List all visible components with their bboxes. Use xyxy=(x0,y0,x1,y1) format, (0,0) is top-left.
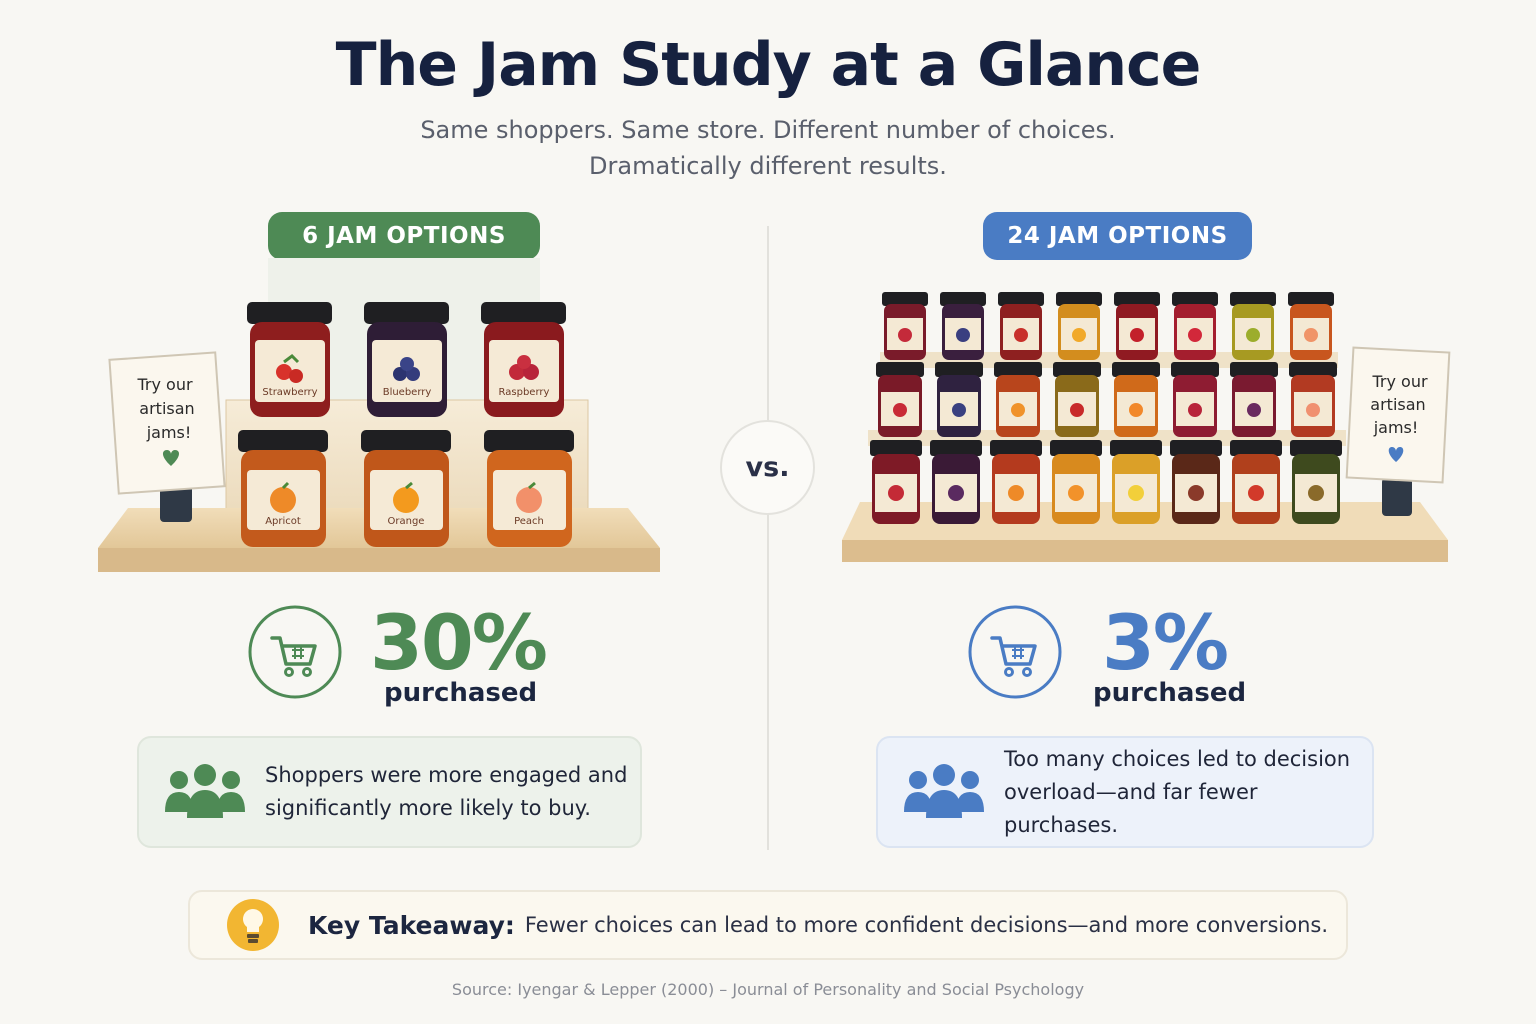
people-group-icon xyxy=(165,764,245,818)
right-sign-line-2: artisan xyxy=(1370,395,1425,414)
left-stat-label: purchased xyxy=(384,678,538,708)
left-sign-line-3: jams! xyxy=(146,423,192,442)
jar-row-bottom xyxy=(870,440,1342,524)
left-card-line-1: Shoppers were more engaged and xyxy=(265,763,628,787)
people-group-icon xyxy=(904,764,984,818)
center-divider xyxy=(767,226,769,850)
jar-label-strawberry: Strawberry xyxy=(262,387,317,398)
cart-icon xyxy=(968,605,1062,699)
left-insight-card: Shoppers were more engaged and significa… xyxy=(137,736,642,848)
jar-row-middle xyxy=(876,362,1337,437)
jar-row-top xyxy=(882,292,1334,360)
takeaway-label: Key Takeaway: xyxy=(308,910,515,940)
twenty-four-options-badge: 24 JAM OPTIONS xyxy=(983,212,1252,260)
jar-strawberry: Strawberry xyxy=(247,302,332,417)
base-shelf-front xyxy=(842,540,1448,562)
jar-label-raspberry: Raspberry xyxy=(499,387,550,398)
jar-raspberry: Raspberry xyxy=(481,302,566,417)
left-sign-line-1: Try our xyxy=(136,375,192,394)
jar-label-orange: Orange xyxy=(388,516,425,527)
right-card-line-1: Too many choices led to decision xyxy=(1004,746,1351,771)
jar-peach: Peach xyxy=(484,430,574,547)
takeaway-text: Fewer choices can lead to more confident… xyxy=(524,913,1329,937)
subtitle-line-2: Dramatically different results. xyxy=(589,152,947,180)
page-title: The Jam Study at a Glance xyxy=(335,30,1202,100)
subtitle-line-1: Same shoppers. Same store. Different num… xyxy=(420,116,1116,144)
right-sign-line-1: Try our xyxy=(1371,372,1427,391)
lightbulb-icon xyxy=(227,899,279,951)
right-insight-card: Too many choices led to decision overloa… xyxy=(876,736,1374,848)
right-stat-label: purchased xyxy=(1093,678,1247,708)
heart-icon xyxy=(1388,447,1404,462)
left-sign: Try our artisan jams! xyxy=(108,351,226,522)
right-card-line-2: overload—and far fewer purchases. xyxy=(1004,779,1258,837)
left-sign-line-2: artisan xyxy=(139,399,194,418)
left-card-line-2: significantly more likely to buy. xyxy=(265,796,591,820)
right-stat-value: 3% xyxy=(1102,598,1229,687)
left-stat-value: 30% xyxy=(370,598,548,687)
source-citation: Source: Iyengar & Lepper (2000) – Journa… xyxy=(451,980,1085,999)
jar-apricot: Apricot xyxy=(238,430,328,547)
jar-label-blueberry: Blueberry xyxy=(383,387,432,398)
right-sign: Try our artisan jams! xyxy=(1345,346,1451,516)
vs-badge: vs. xyxy=(720,420,815,515)
jar-label-apricot: Apricot xyxy=(265,516,301,527)
six-options-badge: 6 JAM OPTIONS xyxy=(268,212,540,260)
display-shelf-front xyxy=(98,548,660,572)
key-takeaway-banner: Key Takeaway: Fewer choices can lead to … xyxy=(188,890,1348,960)
jar-blueberry: Blueberry xyxy=(364,302,449,417)
cart-icon xyxy=(248,605,342,699)
heart-icon xyxy=(162,450,180,466)
tier-middle xyxy=(868,430,1346,446)
jar-orange: Orange xyxy=(361,430,451,547)
right-sign-line-3: jams! xyxy=(1373,418,1419,437)
jar-label-peach: Peach xyxy=(514,516,544,527)
